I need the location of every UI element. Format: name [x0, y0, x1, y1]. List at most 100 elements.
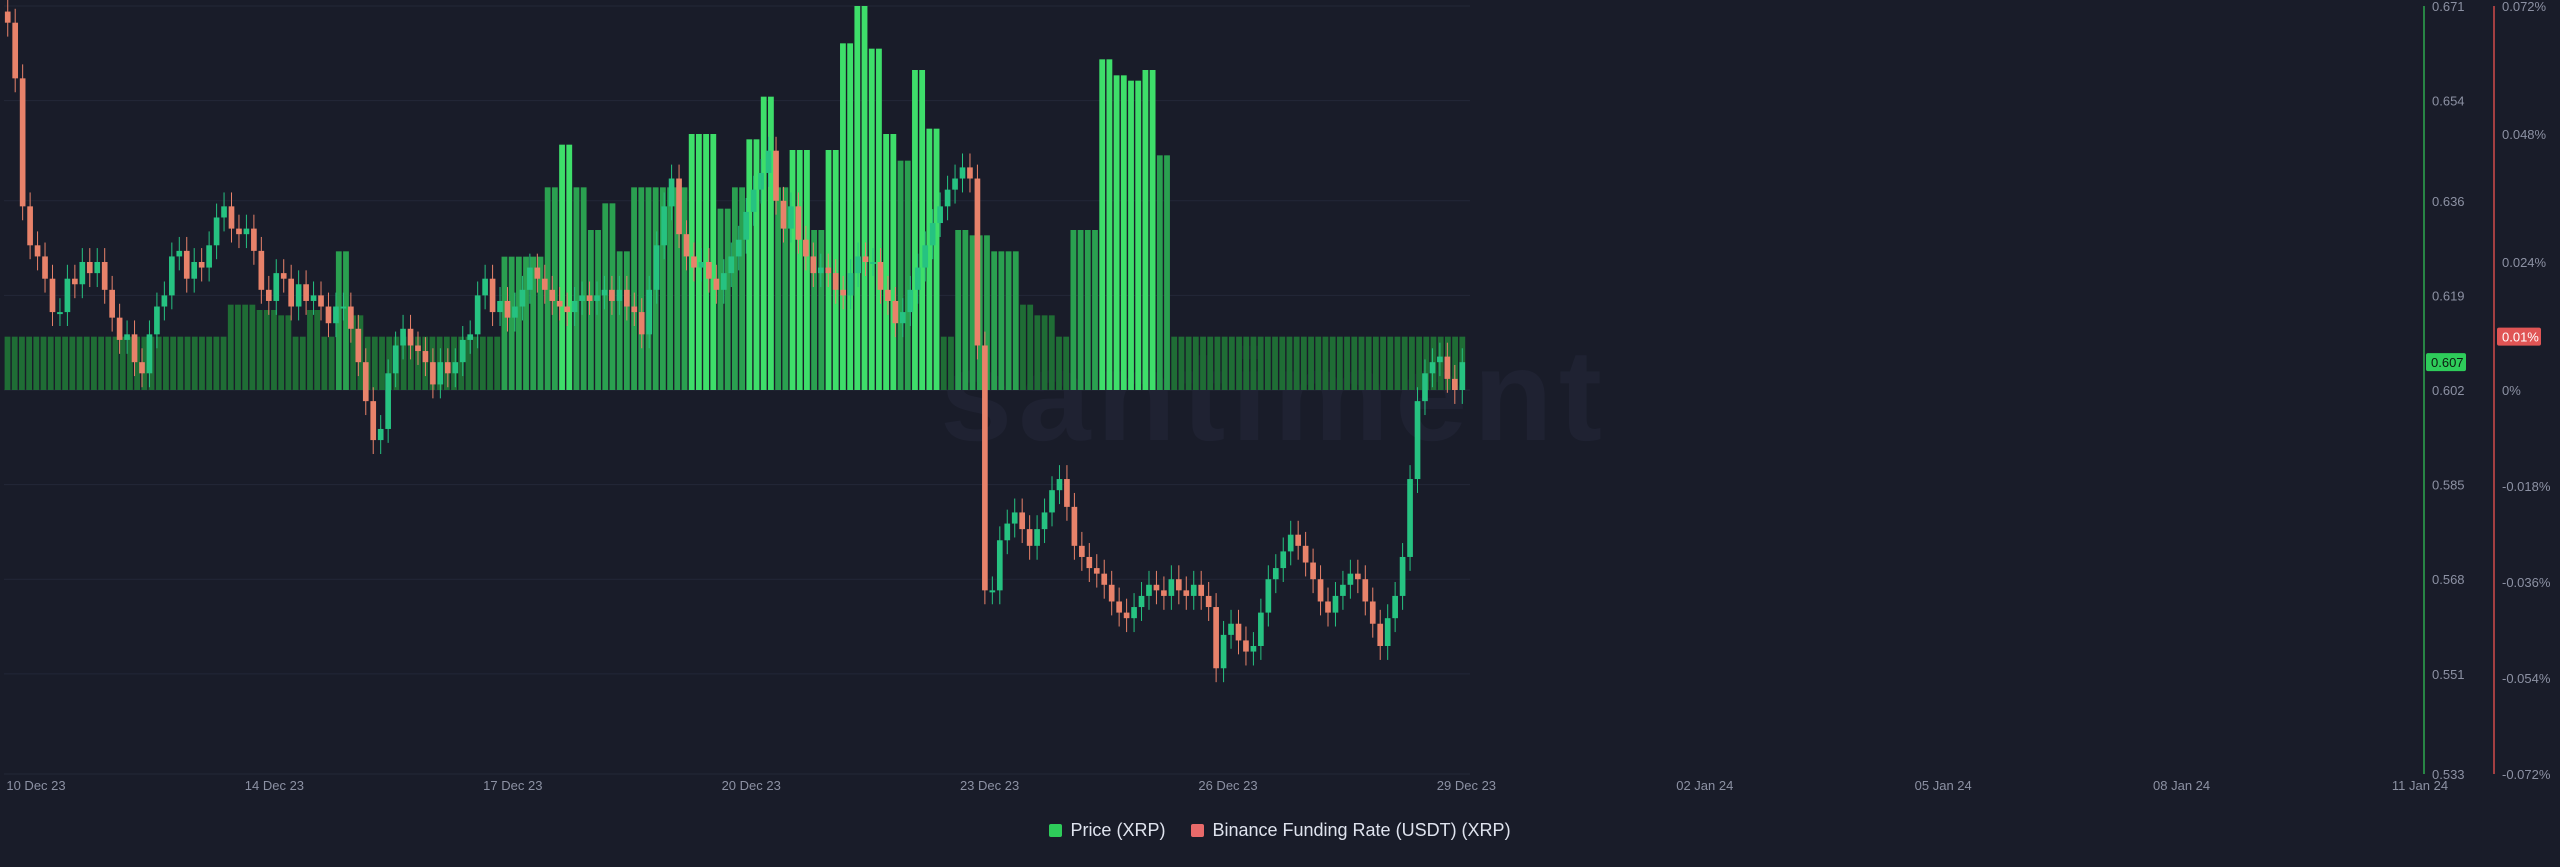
funding-bar	[494, 336, 501, 390]
funding-bar	[948, 336, 954, 390]
funding-bar	[1164, 155, 1170, 390]
x-tick-label: 10 Dec 23	[6, 778, 65, 793]
price-tick-label: 0.602	[2432, 383, 2465, 398]
funding-bar	[1077, 230, 1084, 390]
funding-bar	[962, 230, 969, 390]
candle-body	[4, 11, 11, 23]
candle-body	[668, 178, 675, 207]
funding-bar	[890, 134, 897, 390]
funding-bar	[1336, 336, 1343, 390]
funding-bar	[566, 144, 573, 390]
funding-bar	[904, 160, 911, 390]
price-tick-label: 0.654	[2432, 94, 2465, 109]
funding-bar	[163, 336, 169, 390]
price-tick-label: 0.568	[2432, 572, 2465, 587]
candle-body	[683, 234, 690, 257]
candle-body	[154, 306, 160, 335]
funding-bar	[321, 336, 328, 390]
candle-body	[1384, 618, 1391, 646]
candle-body	[258, 250, 265, 290]
funding-tick-label: -0.018%	[2502, 479, 2551, 494]
candle-body	[765, 150, 772, 173]
funding-bar	[1423, 336, 1430, 390]
legend-label-funding: Binance Funding Rate (USDT) (XRP)	[1212, 820, 1511, 840]
candle-body	[288, 278, 295, 307]
candle-body	[482, 278, 488, 296]
funding-bar	[854, 6, 861, 390]
funding-bar	[1084, 230, 1091, 390]
candle-body	[616, 289, 623, 301]
candle-body	[1064, 479, 1070, 507]
funding-bar	[479, 336, 486, 390]
candle-body	[1250, 646, 1257, 652]
funding-bar	[112, 336, 119, 390]
candle-body	[661, 206, 667, 246]
x-tick-label: 02 Jan 24	[1676, 778, 1733, 793]
funding-bar	[940, 336, 947, 390]
candle-body	[1138, 595, 1145, 608]
funding-bar	[1272, 336, 1278, 390]
candle-body	[415, 345, 421, 352]
candle-body	[1437, 356, 1443, 363]
funding-bar	[1236, 336, 1242, 390]
funding-bar	[789, 150, 796, 390]
axes: 0.671 0.654 0.636 0.619 0.602 0.585 0.568 0.551…	[6, 0, 2550, 793]
candle-body	[549, 289, 556, 301]
funding-bar	[227, 304, 234, 390]
candle-body	[653, 245, 660, 290]
candle-body	[1414, 401, 1421, 480]
candle-body	[1332, 595, 1339, 613]
candle-body	[407, 328, 414, 346]
funding-bar	[1372, 336, 1379, 390]
candle-body	[116, 317, 123, 340]
funding-bar	[530, 256, 537, 390]
candle-body	[1205, 595, 1212, 608]
funding-bar	[897, 160, 904, 390]
candle-body	[243, 228, 250, 235]
candle-body	[94, 262, 101, 274]
funding-bar	[1113, 75, 1120, 390]
candle-body	[750, 189, 757, 212]
legend-item-funding[interactable]: Binance Funding Rate (USDT) (XRP)	[1191, 820, 1511, 841]
price-current-badge	[2426, 353, 2466, 372]
candle-body	[57, 312, 63, 315]
funding-bar	[1070, 230, 1077, 390]
funding-bar	[127, 336, 133, 390]
candle-body	[474, 295, 481, 335]
x-tick-label: 17 Dec 23	[483, 778, 542, 793]
funding-bar	[155, 336, 162, 390]
funding-bar	[47, 336, 54, 390]
candle-body	[907, 289, 914, 313]
funding-bar	[1315, 336, 1322, 390]
funding-bar	[1365, 336, 1372, 390]
candle-body	[198, 262, 205, 268]
funding-bar	[746, 139, 753, 390]
funding-bar	[328, 336, 335, 390]
funding-bar	[184, 336, 191, 390]
funding-bar	[796, 150, 803, 390]
funding-bar	[587, 230, 594, 390]
funding-bar	[616, 251, 623, 390]
candle-body	[996, 540, 1003, 591]
price-tick-label: 0.671	[2432, 0, 2465, 14]
funding-bar	[1322, 336, 1329, 390]
candle-body	[1213, 607, 1219, 669]
candle-body	[19, 78, 26, 207]
candle-body	[631, 306, 638, 313]
funding-bar	[1200, 336, 1206, 390]
x-tick-label: 11 Jan 24	[2392, 778, 2448, 793]
funding-bar	[1437, 336, 1444, 390]
legend-item-price[interactable]: Price (XRP)	[1049, 820, 1165, 841]
funding-bar	[1034, 315, 1041, 390]
funding-bar	[83, 336, 90, 390]
x-tick-label: 05 Jan 24	[1915, 778, 1972, 793]
funding-bar	[76, 336, 83, 390]
candle-body	[213, 217, 220, 246]
funding-bar	[573, 187, 580, 390]
price-current-label: 0.607	[2431, 355, 2464, 370]
funding-bar	[1099, 59, 1106, 390]
funding-current-badge	[2497, 327, 2541, 346]
candle-body	[728, 256, 735, 274]
candle-body	[1168, 579, 1175, 596]
funding-bar	[191, 336, 198, 390]
